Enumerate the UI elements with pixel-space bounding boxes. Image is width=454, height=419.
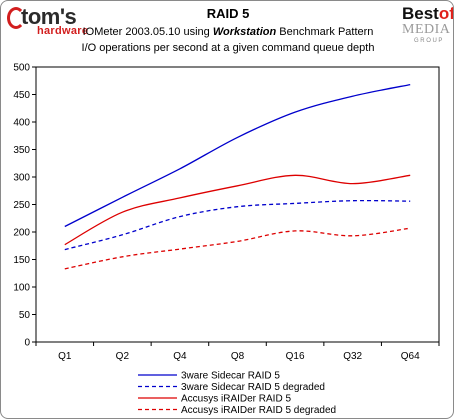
x-tick-label: Q16	[286, 351, 305, 362]
y-tick-label: 50	[19, 310, 31, 321]
y-tick-label: 150	[13, 255, 30, 266]
legend-label: 3ware Sidecar RAID 5	[181, 371, 280, 382]
y-tick-label: 200	[13, 228, 30, 239]
subtitle-emphasis: Workstation	[212, 26, 277, 38]
chart-subtitle-2: I/O operations per second at a given com…	[81, 42, 375, 54]
y-tick-label: 250	[13, 200, 30, 211]
x-tick-label: Q2	[116, 351, 130, 362]
series-line-2	[64, 199, 411, 251]
x-tick-label: Q32	[343, 351, 362, 362]
logo-best-text: Bestof	[402, 4, 454, 23]
chart-title: RAID 5	[206, 6, 250, 21]
y-tick-label: 450	[13, 90, 30, 101]
x-tick-label: Q64	[401, 351, 420, 362]
logo-mark-icon	[7, 7, 25, 29]
series-line-1	[64, 83, 411, 228]
legend-label: Accusys iRAIDer RAID 5 degraded	[181, 405, 336, 416]
series-line-4	[64, 227, 411, 270]
series-line-3	[64, 174, 411, 246]
plot-area	[35, 66, 440, 343]
y-tick-label: 300	[13, 173, 30, 184]
y-tick-label: 0	[24, 338, 30, 349]
subtitle-suffix: Benchmark Pattern	[279, 26, 374, 38]
y-tick-label: 100	[13, 283, 30, 294]
chart-subtitle: IOMeter 2003.05.10 using Workstation Ben…	[1, 26, 453, 38]
x-tick-label: Q4	[173, 351, 187, 362]
logo-media-text: MEDIA	[402, 22, 451, 37]
legend-label: 3ware Sidecar RAID 5 degraded	[181, 382, 325, 393]
y-tick-label: 350	[13, 145, 30, 156]
x-tick-label: Q8	[231, 351, 245, 362]
legend-label: Accusys iRAIDer RAID 5	[181, 394, 291, 405]
logo-main-text: tom's	[21, 4, 77, 29]
logo-group-text: GROUP	[414, 38, 445, 44]
subtitle-prefix: IOMeter 2003.05.10 using	[82, 26, 210, 38]
logo-sub-text: hardware	[37, 25, 89, 37]
best-of-media-logo: Bestof MEDIA GROUP	[400, 4, 454, 54]
x-tick-label: Q1	[58, 351, 72, 362]
y-tick-label: 500	[13, 63, 30, 74]
y-tick-label: 400	[13, 118, 30, 129]
toms-hardware-logo: tom's hardware	[7, 4, 107, 44]
